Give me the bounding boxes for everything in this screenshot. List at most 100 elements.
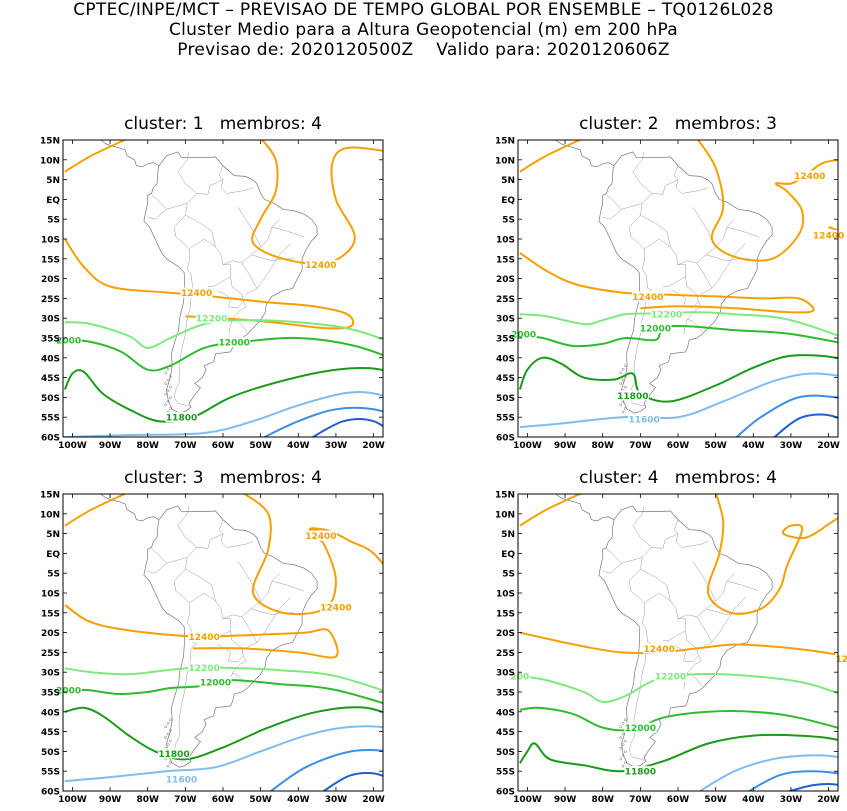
lat-label: 55S bbox=[41, 414, 60, 424]
country-border bbox=[629, 506, 652, 761]
lat-label: 25S bbox=[41, 649, 60, 659]
lat-label: 55S bbox=[41, 768, 60, 778]
country-border bbox=[148, 563, 167, 573]
lat-label: 15S bbox=[41, 609, 60, 619]
country-border bbox=[607, 549, 643, 564]
country-border bbox=[672, 631, 698, 662]
country-border bbox=[246, 597, 291, 648]
isoline bbox=[520, 633, 847, 661]
country-border bbox=[640, 569, 670, 601]
isoline bbox=[65, 492, 129, 526]
coastline bbox=[599, 152, 772, 413]
lat-label: 5N bbox=[501, 530, 515, 540]
contour-label: 11800 bbox=[166, 414, 197, 424]
lon-label: 80W bbox=[591, 795, 614, 805]
contour-label: 12000 bbox=[200, 679, 231, 689]
country-border bbox=[629, 152, 652, 407]
island bbox=[165, 726, 167, 728]
lon-label: 20W bbox=[817, 795, 840, 805]
country-border bbox=[152, 549, 188, 564]
lat-label: 10S bbox=[496, 236, 515, 246]
contour-label: 12000 bbox=[219, 338, 250, 348]
isoline bbox=[520, 708, 847, 736]
island bbox=[165, 736, 167, 738]
lat-label: 10N bbox=[495, 510, 515, 520]
country-border bbox=[672, 277, 698, 308]
island bbox=[620, 736, 622, 738]
island bbox=[169, 386, 171, 388]
lat-label: 15S bbox=[496, 609, 515, 619]
lat-label: 15N bbox=[40, 137, 60, 147]
country-border bbox=[644, 239, 685, 287]
coastline bbox=[841, 494, 847, 502]
country-border bbox=[678, 219, 735, 265]
panel-title: cluster: 3 membros: 4 bbox=[63, 468, 383, 488]
country-border bbox=[189, 239, 230, 287]
lon-label: 60W bbox=[212, 441, 235, 451]
country-border bbox=[219, 520, 253, 548]
isoline bbox=[65, 368, 411, 422]
country-border bbox=[223, 219, 280, 265]
lon-label: 50W bbox=[704, 795, 727, 805]
lat-label: 5S bbox=[502, 216, 515, 226]
country-border bbox=[603, 563, 622, 573]
lon-label: 100W bbox=[513, 795, 542, 805]
island bbox=[167, 722, 169, 724]
lat-label: 5S bbox=[502, 570, 515, 580]
island bbox=[169, 719, 171, 721]
island bbox=[624, 719, 626, 721]
lon-label: 50W bbox=[249, 795, 272, 805]
contour-label: 11800 bbox=[625, 768, 656, 778]
country-border bbox=[197, 180, 223, 195]
isoline bbox=[268, 750, 411, 793]
country-border bbox=[185, 569, 215, 601]
panel-title: cluster: 2 membros: 3 bbox=[518, 114, 838, 134]
lat-label: 45S bbox=[41, 374, 60, 384]
lon-label: 20W bbox=[362, 441, 385, 451]
country-border bbox=[219, 166, 253, 194]
lon-label: 90W bbox=[99, 795, 122, 805]
isoline bbox=[520, 138, 584, 172]
country-border bbox=[652, 180, 678, 195]
lat-label: 5S bbox=[47, 570, 60, 580]
isoline bbox=[65, 392, 411, 437]
country-border bbox=[652, 534, 678, 549]
coastline bbox=[840, 495, 847, 535]
lat-label: 40S bbox=[496, 708, 515, 718]
lon-label: 40W bbox=[742, 441, 765, 451]
country-border bbox=[693, 561, 716, 601]
coastline bbox=[840, 141, 847, 181]
map-panel-4: 124001240012200200120001180015N10N5NEQ5S… bbox=[482, 494, 842, 811]
country-border bbox=[644, 593, 685, 641]
lat-label: 30S bbox=[41, 669, 60, 679]
header-title-line-1: CPTEC/INPE/MCT – PREVISAO DE TEMPO GLOBA… bbox=[0, 0, 847, 20]
contour-label: 11600 bbox=[628, 416, 659, 426]
island bbox=[624, 365, 626, 367]
country-border bbox=[152, 195, 188, 210]
header-title-line-3: Previsao de: 2020120500Z Valido para: 20… bbox=[0, 40, 847, 60]
country-border bbox=[272, 581, 304, 591]
island bbox=[620, 747, 622, 749]
isoline bbox=[520, 326, 847, 348]
country-border bbox=[640, 215, 670, 247]
lon-label: 40W bbox=[742, 795, 765, 805]
lon-label: 20W bbox=[817, 441, 840, 451]
lat-label: EQ bbox=[501, 196, 515, 206]
lon-label: 90W bbox=[554, 441, 577, 451]
country-border bbox=[697, 263, 712, 289]
lat-label: 20S bbox=[41, 629, 60, 639]
island bbox=[167, 744, 169, 746]
isoline bbox=[321, 773, 400, 793]
island bbox=[624, 761, 626, 763]
contour-label: 12400 bbox=[644, 645, 675, 655]
lon-label: 50W bbox=[249, 441, 272, 451]
contour-label: 12400 bbox=[305, 261, 336, 271]
lon-label: 30W bbox=[780, 795, 803, 805]
lat-label: 15N bbox=[495, 491, 515, 501]
island bbox=[624, 751, 626, 753]
lon-label: 60W bbox=[667, 441, 690, 451]
island bbox=[165, 393, 167, 395]
lat-label: 30S bbox=[496, 669, 515, 679]
country-border bbox=[272, 227, 304, 237]
country-border bbox=[701, 243, 746, 294]
